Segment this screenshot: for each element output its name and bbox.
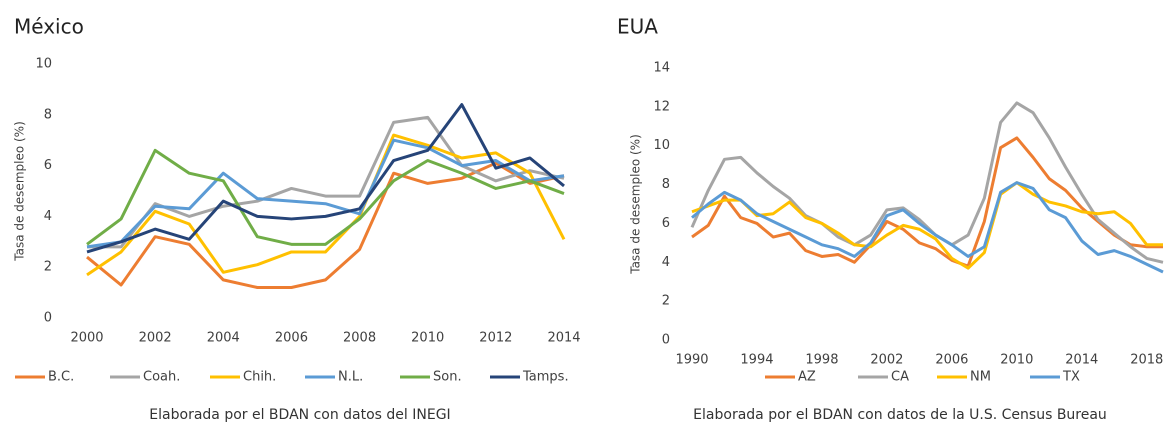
x-tick-label: 2012 (479, 331, 512, 346)
x-tick-label: 2002 (139, 331, 172, 346)
series-line (690, 101, 1164, 264)
legend-label: NM (970, 370, 991, 385)
chart-title: México (14, 15, 84, 39)
legend-label: Chih. (243, 370, 276, 385)
y-tick-label: 14 (653, 61, 670, 76)
legend-label: B.C. (48, 370, 74, 385)
x-tick-label: 1990 (675, 353, 708, 368)
legend-label: CA (891, 370, 909, 385)
y-tick-label: 10 (35, 57, 52, 72)
x-tick-label: 1998 (805, 353, 838, 368)
x-tick-label: 2014 (547, 331, 580, 346)
x-tick-label: 2004 (207, 331, 240, 346)
y-tick-label: 4 (662, 255, 670, 270)
legend-label: Tamps. (522, 370, 569, 385)
y-tick-label: 2 (44, 260, 52, 275)
x-tick-label: 2018 (1130, 353, 1163, 368)
x-tick-label: 2014 (1065, 353, 1098, 368)
series-line (691, 181, 1164, 274)
x-tick-label: 2006 (275, 331, 308, 346)
series-line (86, 138, 565, 249)
caption: Elaborada por el BDAN con datos del INEG… (149, 407, 450, 423)
y-tick-label: 10 (653, 138, 670, 153)
y-tick-label: 0 (662, 333, 670, 348)
series-line (691, 136, 1163, 268)
x-tick-label: 2010 (1000, 353, 1033, 368)
legend-label: TX (1062, 370, 1080, 385)
x-tick-label: 2008 (343, 331, 376, 346)
series-line (86, 161, 565, 290)
y-tick-label: 8 (44, 107, 52, 122)
x-tick-label: 1994 (740, 353, 773, 368)
legend-label: Son. (433, 370, 462, 385)
y-tick-label: 4 (44, 209, 52, 224)
x-tick-label: 2000 (70, 331, 103, 346)
series-line (87, 115, 565, 249)
legend-label: AZ (798, 370, 816, 385)
y-tick-label: 0 (44, 311, 52, 326)
x-tick-label: 2010 (411, 331, 444, 346)
y-axis-label: Tasa de desempleo (%) (13, 121, 27, 262)
x-tick-label: 2006 (935, 353, 968, 368)
caption: Elaborada por el BDAN con datos de la U.… (693, 407, 1107, 423)
chart-title: EUA (617, 15, 658, 39)
y-tick-label: 8 (662, 177, 670, 192)
y-tick-label: 6 (44, 158, 52, 173)
series-line (86, 133, 566, 277)
series-line (691, 181, 1163, 270)
y-tick-label: 2 (662, 294, 670, 309)
series-line (86, 148, 565, 246)
legend-label: N.L. (338, 370, 363, 385)
x-tick-label: 2002 (870, 353, 903, 368)
y-tick-label: 12 (653, 99, 670, 114)
legend-label: Coah. (143, 370, 180, 385)
series-line (86, 103, 565, 254)
y-tick-label: 6 (662, 216, 670, 231)
y-axis-label: Tasa de desempleo (%) (629, 134, 643, 275)
